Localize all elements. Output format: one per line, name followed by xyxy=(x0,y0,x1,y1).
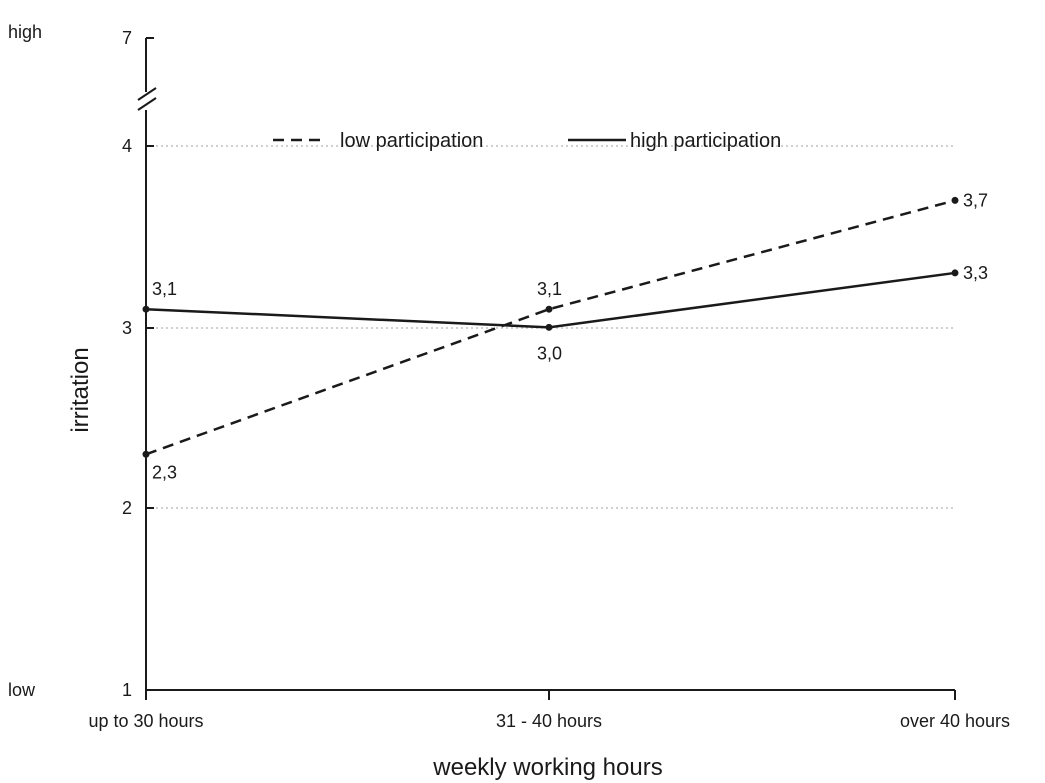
x-axis-title: weekly working hours xyxy=(432,754,662,781)
data-label-low-participation-2: 3,1 xyxy=(537,279,562,299)
axis-break-mark-2 xyxy=(137,97,157,111)
legend-label-low-participation: low participation xyxy=(340,130,483,152)
axes: 1 2 3 4 7 up to 30 hours 31 - 40 hours over 40 … xyxy=(88,28,1010,731)
data-point-high-participation-2 xyxy=(545,323,553,331)
legend-label-high-participation: high participation xyxy=(630,130,781,152)
data-label-high-participation-1: 3,1 xyxy=(152,279,177,299)
labels: 2,3 3,1 3,7 3,1 3,0 3,3 xyxy=(152,190,988,482)
data-point-high-participation-1 xyxy=(142,305,150,313)
data-label-low-participation-1: 2,3 xyxy=(152,462,177,482)
legend: low participation high participation xyxy=(273,130,781,152)
data-point-low-participation-1 xyxy=(142,450,150,458)
data-point-low-participation-2 xyxy=(545,305,553,313)
axis-break-mark-1 xyxy=(137,87,157,101)
data-label-high-participation-3: 3,3 xyxy=(963,263,988,283)
y-end-label-low: low xyxy=(8,680,36,700)
x-tick-label-1: up to 30 hours xyxy=(88,711,203,731)
y-end-label-high: high xyxy=(8,22,42,42)
x-tick-label-3: over 40 hours xyxy=(900,711,1010,731)
y-tick-label-2: 2 xyxy=(122,498,132,518)
series-line-low-participation xyxy=(145,199,956,456)
y-tick-label-7: 7 xyxy=(122,28,132,48)
data-label-low-participation-3: 3,7 xyxy=(963,190,988,210)
data-point-high-participation-3 xyxy=(951,269,959,277)
data-label-high-participation-2: 3,0 xyxy=(537,343,562,363)
y-tick-label-3: 3 xyxy=(122,318,132,338)
data-point-low-participation-3 xyxy=(951,196,959,204)
x-tick-label-2: 31 - 40 hours xyxy=(496,711,602,731)
series xyxy=(142,196,959,458)
y-tick-label-1: 1 xyxy=(122,680,132,700)
y-tick-label-4: 4 xyxy=(122,136,132,156)
y-axis-title: irritation xyxy=(67,347,94,432)
